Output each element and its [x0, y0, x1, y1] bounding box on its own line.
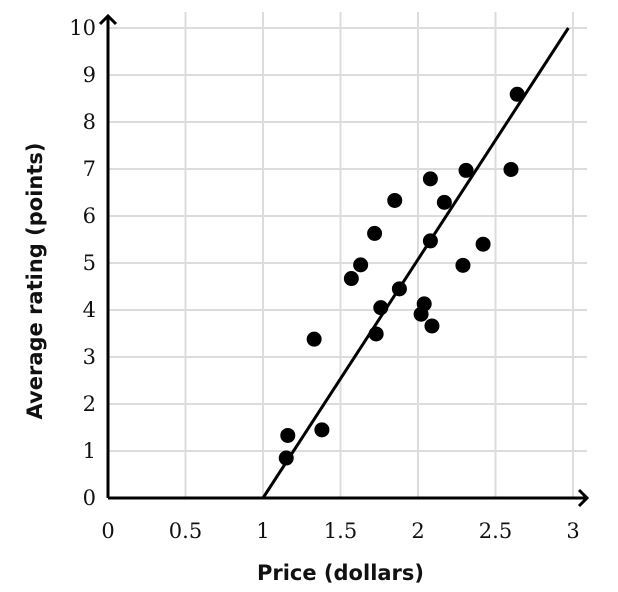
data-point-12 — [416, 296, 432, 312]
x-tick-label-6: 3 — [566, 519, 579, 543]
data-point-10 — [391, 281, 407, 297]
data-point-18 — [458, 162, 474, 178]
y-tick-label-1: 1 — [83, 439, 96, 463]
trend-line — [261, 27, 570, 499]
grid — [108, 12, 587, 498]
y-tick-label-5: 5 — [83, 251, 96, 275]
x-tick-label-0: 0 — [101, 519, 114, 543]
x-tick-label-5: 2.5 — [479, 519, 512, 543]
data-point-15 — [424, 318, 440, 334]
data-points — [278, 86, 525, 466]
y-tick-label-3: 3 — [83, 345, 96, 369]
data-point-3 — [306, 331, 322, 347]
axes — [98, 13, 590, 508]
data-point-7 — [367, 225, 383, 241]
y-tick-label-10: 10 — [69, 16, 96, 40]
data-point-5 — [353, 257, 369, 273]
x-tick-label-4: 2 — [411, 519, 424, 543]
x-axis-arrowhead — [577, 488, 590, 508]
data-point-21 — [509, 86, 525, 102]
y-tick-label-2: 2 — [83, 392, 96, 416]
y-tick-label-6: 6 — [83, 204, 96, 228]
data-point-16 — [436, 194, 452, 210]
y-tick-labels: 0 1 2 3 4 5 6 7 8 9 10 — [69, 16, 96, 510]
data-point-8 — [373, 300, 389, 316]
data-point-19 — [475, 236, 491, 252]
x-axis-title: Price (dollars) — [257, 561, 424, 585]
data-point-20 — [503, 161, 519, 177]
data-point-13 — [422, 233, 438, 249]
y-tick-label-8: 8 — [83, 110, 96, 134]
x-tick-label-1: 0.5 — [169, 519, 202, 543]
data-point-4 — [343, 271, 359, 287]
y-tick-label-4: 4 — [83, 298, 96, 322]
y-tick-label-7: 7 — [83, 157, 96, 181]
data-point-9 — [387, 192, 403, 208]
x-tick-label-3: 1.5 — [324, 519, 357, 543]
data-point-1 — [280, 427, 296, 443]
data-point-17 — [455, 257, 471, 273]
y-tick-label-9: 9 — [83, 63, 96, 87]
y-axis-title: Average rating (points) — [23, 143, 47, 420]
y-tick-label-0: 0 — [83, 486, 96, 510]
data-point-2 — [314, 422, 330, 438]
y-axis-arrowhead — [98, 13, 118, 26]
x-tick-labels: 0 0.5 1 1.5 2 2.5 3 — [101, 519, 579, 543]
data-point-6 — [368, 326, 384, 342]
x-tick-label-2: 1 — [256, 519, 269, 543]
data-point-0 — [278, 450, 294, 466]
data-point-14 — [422, 171, 438, 187]
